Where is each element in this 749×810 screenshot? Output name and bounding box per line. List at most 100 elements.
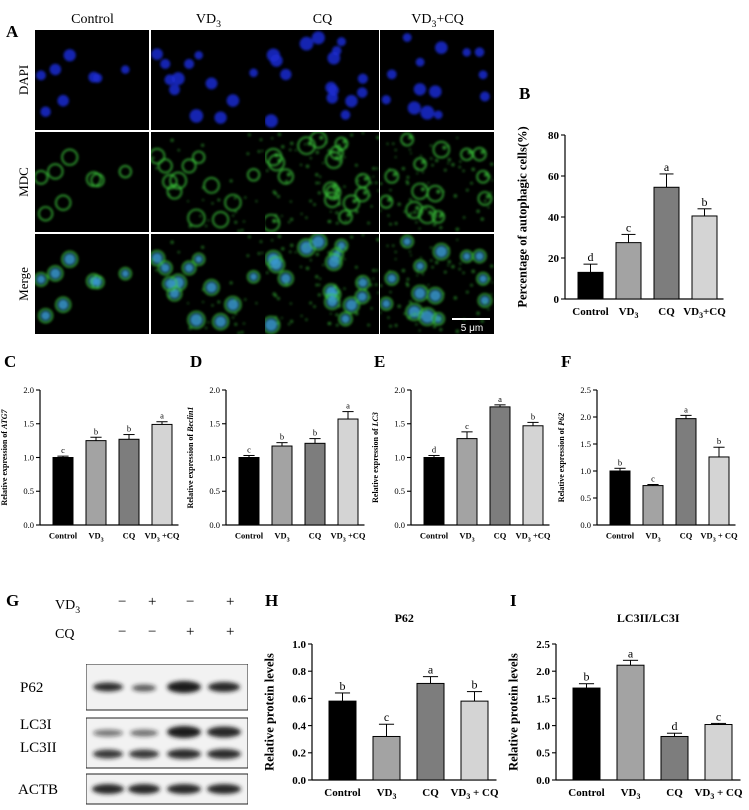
y-tick-label: 2.5 <box>536 639 550 651</box>
micrograph-merge-4 <box>380 234 494 334</box>
chart-d: 0.0 0.5 1.0 1.5 2.0 Relative expression of Be… <box>186 380 374 555</box>
chart-b: 0 20 40 60 80 Percentage of autophagic cells(… <box>515 115 749 335</box>
category-label: VD3 +CQ <box>330 531 365 544</box>
panel-label-a: A <box>6 22 19 41</box>
y-tick-label: 0.8 <box>292 666 306 678</box>
chart-title: P62 <box>395 611 414 625</box>
y-tick-label: 0.0 <box>209 520 220 530</box>
chart-d-svg: 0.0 0.5 1.0 1.5 2.0 Relative expression of Be… <box>186 385 366 544</box>
row-label-dapi: DAPI <box>16 64 31 96</box>
band-p62-lane4 <box>208 682 240 692</box>
band-lc3i-lane1 <box>93 729 123 737</box>
y-tick-label: 1.0 <box>394 452 405 462</box>
category-label: VD3 + CQ <box>700 531 738 544</box>
y-axis-label: Percentage of autophagic cells(%) <box>515 126 529 307</box>
chart-i: 0.0 0.5 1.0 1.5 2.0 2.5 Relative protein level… <box>506 600 749 805</box>
y-tick-label: 0.0 <box>580 520 591 530</box>
panel-label-d: D <box>190 352 203 371</box>
bar <box>271 445 293 526</box>
significance-letter: c <box>384 710 389 724</box>
y-tick-label: 0.5 <box>23 486 34 496</box>
y-tick-label: 40 <box>548 212 560 224</box>
band-lc3i-lane3 <box>167 726 201 738</box>
bar <box>615 242 642 300</box>
y-axis-label: Relative expression of LC3 <box>371 412 380 503</box>
panel-label-f: F <box>561 352 572 371</box>
treatment-sign-cq-lane3: + <box>186 624 195 640</box>
significance-letter: c <box>61 445 65 455</box>
band-p62-lane2 <box>132 684 156 692</box>
bar <box>609 470 631 526</box>
y-tick-label: 0.0 <box>292 775 306 787</box>
panel-label-g: G <box>6 591 20 610</box>
band-p62-lane3 <box>167 681 201 693</box>
y-tick-label: 1.0 <box>209 452 220 462</box>
y-tick-label: 1.0 <box>23 452 34 462</box>
band-label-p62: P62 <box>20 680 44 696</box>
category-label: VD3 <box>459 531 474 544</box>
significance-letter: a <box>346 401 350 411</box>
category-label: VD3 + CQ <box>694 787 743 801</box>
significance-letter: a <box>684 404 688 414</box>
category-label: CQ <box>658 306 675 318</box>
significance-letter: b <box>717 436 721 446</box>
y-tick-label: 2.0 <box>536 666 550 678</box>
category-label: CQ <box>666 787 683 799</box>
y-tick-label: 1.5 <box>394 419 405 429</box>
bar <box>238 457 260 526</box>
column-label-vd3-cq: VD3+CQ <box>411 12 464 30</box>
micrograph-merge-1 <box>35 234 149 334</box>
category-label: VD3 +CQ <box>515 531 550 544</box>
significance-letter: d <box>432 444 437 454</box>
y-tick-label: 1.5 <box>580 439 591 449</box>
y-tick-label: 0.5 <box>209 486 220 496</box>
chart-e-svg: 0.0 0.5 1.0 1.5 2.0 Relative expression of LC… <box>371 385 551 544</box>
y-tick-label: 0.0 <box>23 520 34 530</box>
significance-letter: a <box>428 663 434 677</box>
category-label: VD3 <box>621 787 641 801</box>
category-label: VD3+CQ <box>683 306 726 320</box>
band-label-actb: ACTB <box>18 782 59 798</box>
panel-label-i: I <box>510 591 517 610</box>
band-lc3ii-lane1 <box>93 749 123 759</box>
band-label-lc3i: LC3I <box>20 717 52 733</box>
band-label-lc3ii: LC3II <box>20 740 57 756</box>
significance-letter: b <box>531 411 535 421</box>
y-tick-label: 0.0 <box>394 520 405 530</box>
category-label: VD3 +CQ <box>144 531 179 544</box>
y-tick-label: 80 <box>548 130 560 142</box>
bar <box>460 700 489 781</box>
bar <box>577 271 604 300</box>
treatment-sign-vd3-lane4: + <box>226 594 235 610</box>
bar <box>423 457 445 526</box>
y-tick-label: 0.4 <box>292 720 306 732</box>
y-tick-label: 60 <box>548 171 560 183</box>
significance-letter: b <box>280 432 284 442</box>
bar <box>328 700 357 781</box>
treatment-sign-vd3-lane3: − <box>186 594 195 610</box>
category-label: VD3 <box>274 531 289 544</box>
significance-letter: c <box>247 444 251 454</box>
significance-letter: b <box>127 424 131 434</box>
significance-letter: b <box>313 428 317 438</box>
y-tick-label: 2.0 <box>580 412 591 422</box>
band-lc3i-lane4 <box>207 726 241 738</box>
band-p62-lane1 <box>93 682 123 692</box>
scale-bar <box>452 318 490 320</box>
category-label: VD3 <box>645 531 660 544</box>
category-label: CQ <box>494 531 507 541</box>
bar <box>653 186 680 300</box>
row-label-merge: Merge <box>16 267 31 301</box>
chart-c-svg: 0.0 0.5 1.0 1.5 2.0 Relative expression of AT… <box>0 385 180 544</box>
chart-f-svg: 0.0 0.5 1.0 1.5 2.0 2.5 Relative expression of… <box>557 385 738 544</box>
y-axis-label: Relative expression of P62 <box>557 413 566 502</box>
treatment-label-cq: CQ <box>55 627 75 642</box>
y-tick-label: 2.0 <box>23 385 34 395</box>
significance-letter: a <box>160 411 164 421</box>
row-label-mdc: MDC <box>16 167 31 197</box>
y-tick-label: 0.0 <box>536 775 550 787</box>
blot-image <box>86 664 248 805</box>
chart-c: 0.0 0.5 1.0 1.5 2.0 Relative expression of AT… <box>0 380 188 555</box>
y-tick-label: 20 <box>548 253 560 265</box>
bar <box>675 418 697 526</box>
